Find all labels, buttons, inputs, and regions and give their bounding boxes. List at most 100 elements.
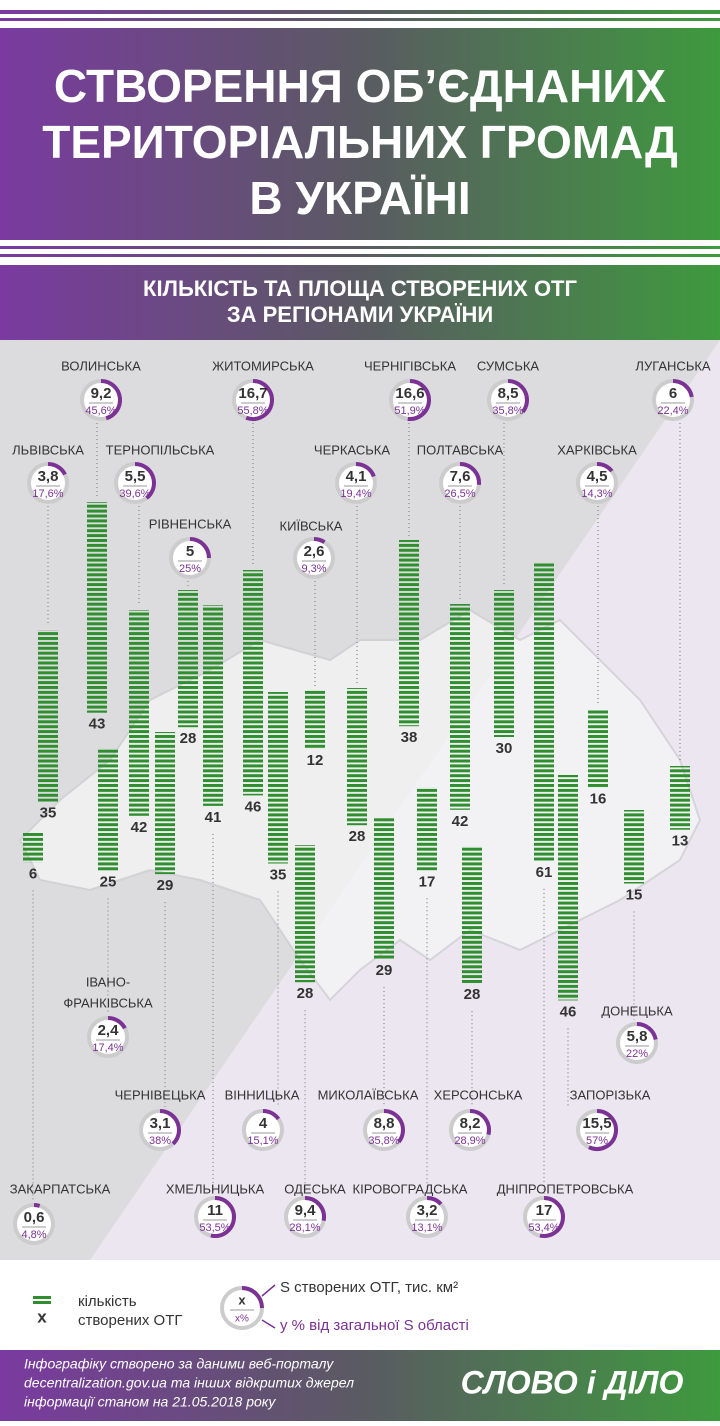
share-arc [210,1196,236,1238]
share-value: 17,4% [92,1042,123,1054]
area-value: 16,6 [395,385,424,402]
share-arc [469,1109,491,1136]
share-arc [47,462,67,476]
area-value: 4 [259,1115,268,1132]
count-label: 16 [590,790,607,807]
legend-icon [33,1296,51,1304]
count-bar [399,540,419,727]
stripe [0,254,720,257]
share-value: 17,6% [32,488,63,500]
area-value: 0,6 [24,1209,45,1226]
share-arc [672,379,694,398]
count-bar [23,833,43,863]
title-line: СТВОРЕННЯ ОБ’ЄДНАНИХ [54,60,667,112]
region-name: ДНІПРОПЕТРОВСЬКА [497,1181,634,1196]
area-value: 15,5 [582,1115,611,1132]
count-bar [374,817,394,960]
area-value: 17 [536,1202,553,1219]
count-bar [87,502,107,713]
footer-note: інформації станом на 21.05.2018 року [24,1394,276,1410]
count-label: 15 [626,886,643,903]
region-name: ДОНЕЦЬКА [601,1003,673,1018]
share-arc [33,1203,41,1208]
share-value: 4,8% [21,1229,46,1241]
area-value: 8,8 [374,1115,395,1132]
area-value: 9,4 [295,1202,317,1219]
count-label: 46 [245,798,262,815]
count-label: 61 [536,864,553,881]
count-label: 28 [297,985,314,1002]
area-value: 6 [669,385,677,402]
share-arc [245,379,274,421]
area-value: 11 [207,1202,223,1219]
count-label: 28 [349,828,366,845]
share-value: 26,5% [444,488,475,500]
share-arc [507,379,529,414]
area-value: 4,5 [587,468,608,485]
area-value: 5,8 [627,1028,648,1045]
count-label: 38 [401,729,418,746]
share-value: 22,4% [657,405,688,417]
share-value: 35,8% [368,1135,399,1147]
legend-pointer [261,1284,276,1329]
share-value: 19,4% [340,488,371,500]
count-bar [347,688,367,826]
count-label: 13 [672,833,689,850]
share-value: 57% [586,1135,608,1147]
area-value: 2,4 [98,1022,120,1039]
count-bar [98,748,118,871]
region-name: ЛУГАНСЬКА [635,358,711,373]
count-bar [588,709,608,788]
logo: СЛОВО і ДІЛО [461,1364,684,1400]
region-name: ХЕРСОНСЬКА [434,1087,523,1102]
share-value: 55,8% [237,405,268,417]
share-value: 9,3% [301,563,326,575]
count-bar [243,570,263,796]
region-name: ЖИТОМИРСЬКА [212,358,314,373]
footer-note: decentralization.gov.ua та інших відкрит… [24,1375,354,1391]
count-bar [155,732,175,875]
subtitle-band [0,265,720,340]
legend-text: кількість [78,1293,137,1310]
count-label: 46 [560,1003,577,1020]
count-bar [178,590,198,728]
share-value: 25% [179,563,201,575]
share-arc [596,462,614,473]
count-bar [462,846,482,984]
stripe [0,18,720,21]
share-value: 28,1% [289,1222,320,1234]
region-name: ЧЕРКАСЬКА [314,442,390,457]
share-value: 38% [149,1135,171,1147]
share-value: 39,6% [119,488,150,500]
count-label: 6 [29,865,37,882]
stripe [0,246,720,249]
region-name: ХАРКІВСЬКА [557,442,637,457]
count-label: 41 [205,809,222,826]
subtitle-line: КІЛЬКІСТЬ ТА ПЛОЩА СТВОРЕНИХ ОТГ [143,276,577,301]
count-bar [558,775,578,1001]
region-name: ВІННИЦЬКА [225,1087,300,1102]
share-arc [159,1109,181,1146]
share-value: 22% [626,1048,648,1060]
share-arc [459,462,481,485]
legend-symbol: x [37,1307,47,1326]
region-name: ЗАКАРПАТСЬКА [10,1181,111,1196]
legend-text: S створених ОТГ, тис. км² [280,1279,458,1296]
area-value: 3,8 [38,468,59,485]
count-label: 28 [180,730,197,747]
share-arc [107,1016,127,1030]
count-label: 12 [307,752,324,769]
count-label: 29 [157,877,174,894]
area-value: 7,6 [450,468,471,485]
legend-ring-percent: x% [235,1314,249,1325]
legend-text: створених ОТГ [78,1312,182,1329]
count-label: 25 [100,873,117,890]
share-arc [262,1109,281,1121]
region-name: ЛЬВІВСЬКА [12,442,84,457]
share-value: 51,9% [394,405,425,417]
share-arc [304,1196,326,1222]
region-name: ТЕРНОПІЛЬСЬКА [106,442,215,457]
count-label: 43 [89,716,106,733]
share-arc [636,1022,658,1040]
